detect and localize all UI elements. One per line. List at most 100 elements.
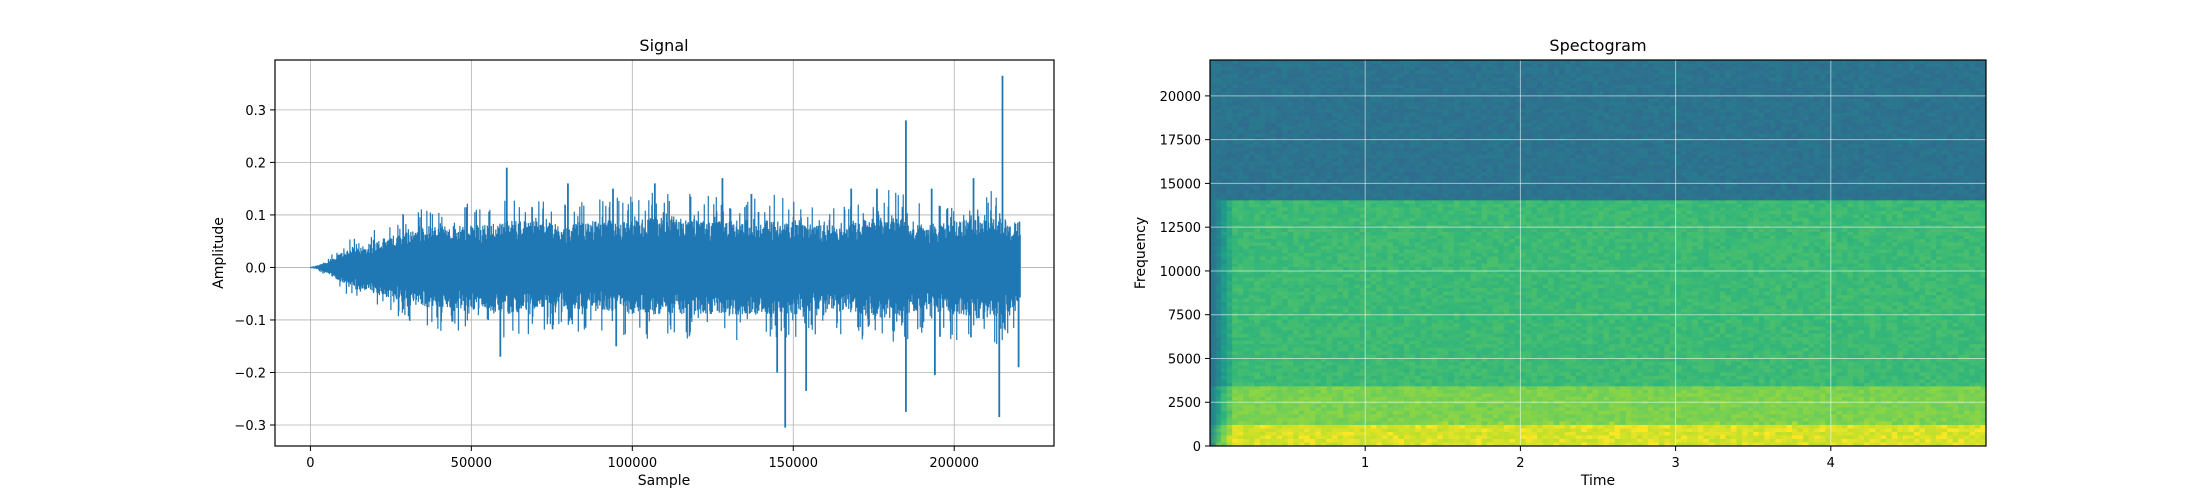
- spectrogram-cell: [1298, 154, 1305, 159]
- spectrogram-cell: [1936, 98, 1943, 103]
- spectrogram-cell: [1404, 84, 1411, 89]
- spectrogram-cell: [1525, 88, 1533, 93]
- spectrogram-cell: [1736, 147, 1743, 152]
- spectrogram-cell: [1293, 175, 1300, 180]
- spectrogram-cell: [1492, 130, 1499, 135]
- spectrogram-cell: [1265, 147, 1272, 152]
- spectrogram-cell: [1365, 133, 1372, 138]
- spectrogram-cell: [1858, 91, 1865, 96]
- spectrogram-cell: [1398, 60, 1405, 65]
- spectrogram-cell: [1803, 147, 1810, 152]
- spectrogram-cell: [1287, 151, 1294, 156]
- spectrogram-cell: [1908, 88, 1915, 93]
- spectrogram-cell: [1348, 126, 1355, 131]
- spectrogram-cell: [1548, 60, 1555, 65]
- spectrogram-cell: [1270, 151, 1278, 156]
- spectrogram-cell: [1243, 165, 1250, 170]
- spectrogram-cell: [1431, 140, 1438, 145]
- spectrogram-cell: [1426, 63, 1433, 68]
- spectrogram-cell: [1464, 151, 1472, 156]
- spectrogram-cell: [1586, 179, 1594, 184]
- spectrogram-cell: [1509, 63, 1516, 68]
- spectrogram-cell: [1658, 175, 1666, 180]
- spectrogram-cell: [1448, 77, 1455, 82]
- spectrogram-cell: [1503, 70, 1510, 75]
- spectrogram-cell: [1331, 144, 1339, 149]
- spectrogram-cell: [1487, 98, 1494, 103]
- spectrogram-cell: [1276, 67, 1283, 72]
- spectrogram-cell: [1293, 168, 1300, 173]
- spectrogram-cell: [1464, 179, 1472, 184]
- spectrogram-cell: [1431, 102, 1438, 107]
- spectrogram-cell: [1525, 112, 1533, 117]
- spectrogram-cell: [1337, 158, 1344, 163]
- spectrogram-cell: [1681, 74, 1688, 79]
- spectrogram-cell: [1481, 105, 1488, 110]
- spectrogram-cell: [1852, 77, 1860, 82]
- spectrogram-cell: [1343, 175, 1350, 180]
- spectrogram-cell: [1365, 95, 1372, 100]
- spectrogram-cell: [1786, 88, 1793, 93]
- spectrogram-cell: [1387, 151, 1394, 156]
- spectrogram-cell: [1963, 151, 1970, 156]
- spectrogram-cell: [1592, 81, 1599, 86]
- spectrogram-cell: [1537, 102, 1544, 107]
- spectrogram-cell: [1930, 123, 1937, 128]
- spectrogram-cell: [1886, 60, 1893, 65]
- spectrogram-cell: [1348, 98, 1355, 103]
- spectrogram-cell: [1764, 126, 1771, 131]
- spectrogram-cell: [1570, 175, 1577, 180]
- spectrogram-cell: [1886, 63, 1893, 68]
- spectrogram-cell: [1420, 130, 1427, 135]
- spectrogram-cell: [1642, 102, 1649, 107]
- spectrogram-cell: [1725, 88, 1732, 93]
- spectrogram-cell: [1392, 123, 1400, 128]
- spectrogram-cell: [1476, 165, 1483, 170]
- spectrogram-cell: [1636, 74, 1643, 79]
- spectrogram-cell: [1869, 91, 1876, 96]
- spectrogram-cell: [1287, 158, 1294, 163]
- spectrogram-cell: [1886, 116, 1893, 121]
- spectrogram-cell: [1470, 60, 1477, 65]
- spectrogram-cell: [1653, 112, 1660, 117]
- spectrogram-cell: [1703, 60, 1710, 65]
- spectrogram-cell: [1658, 91, 1666, 96]
- spectrogram-cell: [1747, 147, 1754, 152]
- spectrogram-cell: [1653, 102, 1660, 107]
- spectrogram-cell: [1442, 67, 1449, 72]
- spectrogram-cell: [1869, 175, 1876, 180]
- spectrogram-cell: [1437, 179, 1444, 184]
- spectrogram-cell: [1609, 133, 1616, 138]
- spectrogram-cell: [1542, 95, 1549, 100]
- spectrogram-cell: [1703, 88, 1710, 93]
- spectrogram-cell: [1437, 165, 1444, 170]
- spectrogram-cell: [1697, 144, 1704, 149]
- spectrogram-cell: [1803, 161, 1810, 166]
- spectrogram-cell: [1276, 98, 1283, 103]
- spectrogram-cell: [1459, 81, 1466, 86]
- spectrogram-cell: [1864, 175, 1871, 180]
- spectrogram-cell: [1470, 165, 1477, 170]
- spectrogram-cell: [1897, 70, 1904, 75]
- spectrogram-cell: [1747, 133, 1754, 138]
- spectrogram-cell: [1769, 172, 1776, 177]
- spectrogram-cell: [1459, 60, 1466, 65]
- spectrogram-cell: [1320, 147, 1327, 152]
- spectrogram-cell: [1265, 140, 1272, 145]
- spectrogram-cell: [1259, 154, 1267, 159]
- spectrogram-cell: [1525, 70, 1533, 75]
- spectrogram-cell: [1365, 175, 1372, 180]
- spectrogram-cell: [1415, 140, 1422, 145]
- spectrogram-cell: [1609, 67, 1616, 72]
- spectrogram-cell: [1270, 91, 1278, 96]
- spectrogram-cell: [1598, 123, 1605, 128]
- spectrogram-cell: [1686, 165, 1693, 170]
- spectrogram-cell: [1808, 98, 1815, 103]
- spectrogram-cell: [1503, 67, 1510, 72]
- spectrogram-cell: [1481, 154, 1488, 159]
- spectrogram-cell: [1265, 168, 1272, 173]
- spectrogram-cell: [1570, 70, 1577, 75]
- spectrogram-cell: [1958, 172, 1965, 177]
- spectrogram-cell: [1769, 95, 1776, 100]
- spectrogram-cell: [1670, 84, 1677, 89]
